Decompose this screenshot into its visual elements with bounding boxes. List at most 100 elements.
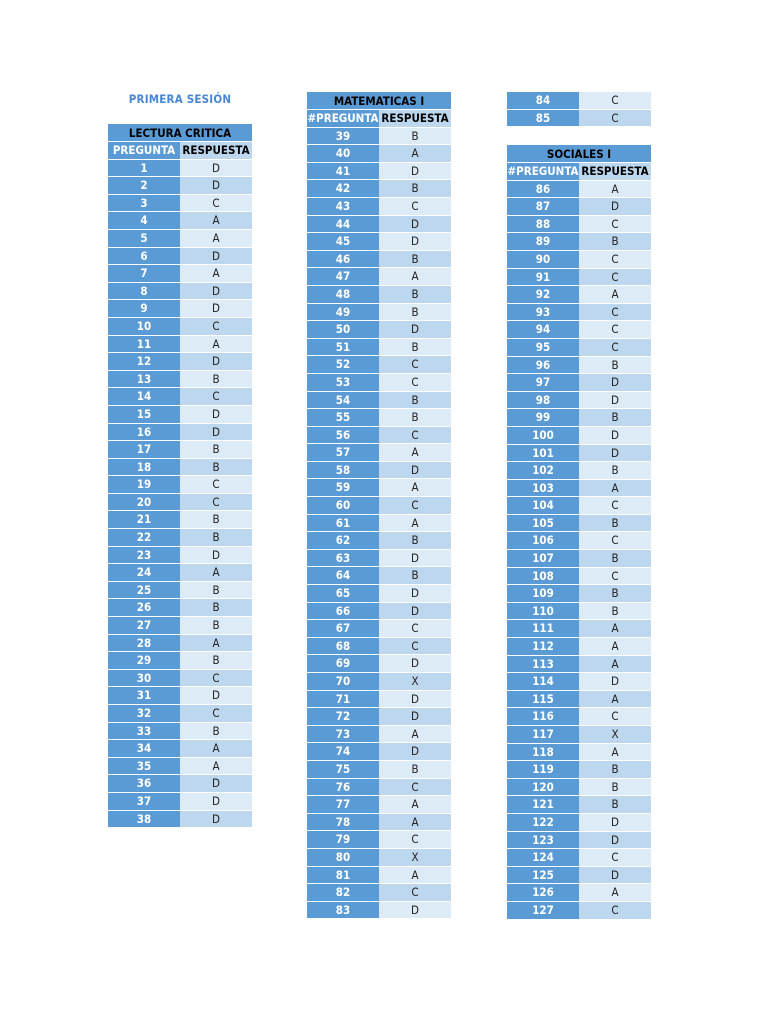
- question-number: 96: [507, 356, 579, 375]
- table-row: 77 A: [307, 796, 451, 814]
- answer-letter: C: [180, 194, 252, 213]
- header-row: PREGUNTA RESPUESTA: [108, 142, 252, 160]
- answer-letter: B: [579, 550, 651, 568]
- table-row: 83 D: [307, 901, 451, 920]
- table-row: 60 C: [307, 497, 451, 515]
- table-row: 127 C: [507, 901, 651, 920]
- question-number: 71: [307, 690, 379, 709]
- answer-letter: D: [180, 810, 252, 829]
- question-number: 60: [307, 497, 379, 515]
- table-row: 65 D: [307, 585, 451, 603]
- table-row: 108 C: [507, 567, 651, 586]
- table-row: 36 D: [108, 775, 252, 793]
- answer-letter: C: [579, 338, 651, 357]
- table-title: MATEMATICAS I: [307, 92, 451, 110]
- answer-letter: D: [379, 215, 451, 234]
- table-row: 125 D: [507, 866, 651, 885]
- question-number: 63: [307, 549, 379, 568]
- answer-letter: C: [379, 637, 451, 656]
- question-number: 18: [108, 458, 180, 477]
- question-number: 127: [507, 901, 579, 920]
- question-number: 92: [507, 286, 579, 304]
- question-number: 50: [307, 321, 379, 339]
- answer-letter: A: [579, 479, 651, 498]
- table-row: 15 D: [108, 405, 252, 424]
- answer-letter: D: [379, 585, 451, 603]
- table-row: 79 C: [307, 831, 451, 849]
- answer-letter: B: [180, 370, 252, 389]
- table-row: 84 C: [507, 92, 651, 110]
- answer-letter: B: [379, 285, 451, 304]
- table-row: 13 B: [108, 370, 252, 389]
- question-number: 68: [307, 637, 379, 656]
- answer-letter: D: [379, 743, 451, 761]
- table-row: 59 A: [307, 479, 451, 498]
- answer-letter: X: [379, 848, 451, 867]
- question-number: 51: [307, 338, 379, 357]
- question-number: 123: [507, 831, 579, 850]
- question-number: 34: [108, 740, 180, 758]
- answer-letter: A: [579, 884, 651, 902]
- question-number: 65: [307, 585, 379, 603]
- answer-letter: C: [379, 426, 451, 445]
- column-header-respuesta: RESPUESTA: [379, 110, 451, 128]
- answer-letter: B: [579, 462, 651, 480]
- answer-letter: A: [579, 180, 651, 199]
- question-number: 99: [507, 409, 579, 427]
- question-number: 8: [108, 282, 180, 301]
- answer-letter: D: [180, 775, 252, 793]
- answer-letter: D: [180, 792, 252, 811]
- question-number: 1: [108, 159, 180, 178]
- question-number: 103: [507, 479, 579, 498]
- question-number: 43: [307, 197, 379, 216]
- table-row: 88 C: [507, 215, 651, 234]
- answer-letter: D: [579, 374, 651, 392]
- answer-letter: A: [180, 757, 252, 776]
- session-title: PRIMERA SESIÓN: [128, 92, 232, 106]
- table-row: 24 A: [108, 564, 252, 582]
- question-number: 52: [307, 356, 379, 374]
- table-row: 70 X: [307, 673, 451, 691]
- table-row: 45 D: [307, 233, 451, 251]
- answer-letter: B: [579, 761, 651, 779]
- answer-letter: D: [180, 300, 252, 318]
- table-row: 31 D: [108, 687, 252, 705]
- question-number: 72: [307, 708, 379, 726]
- answer-letter: B: [180, 529, 252, 547]
- question-number: 2: [108, 177, 180, 195]
- column-header-pregunta: #PREGUNTA: [507, 163, 579, 181]
- question-number: 45: [307, 233, 379, 251]
- answer-letter: A: [180, 212, 252, 230]
- question-number: 81: [307, 866, 379, 885]
- table-row: 68 C: [307, 637, 451, 656]
- table-row: 63 D: [307, 549, 451, 568]
- question-number: 54: [307, 391, 379, 410]
- answer-letter: D: [579, 198, 651, 216]
- question-number: 84: [507, 92, 579, 110]
- table-row: 17 B: [108, 441, 252, 459]
- question-number: 10: [108, 317, 180, 336]
- question-number: 21: [108, 511, 180, 530]
- table-row: 91 C: [507, 268, 651, 287]
- table-row: 42 B: [307, 180, 451, 198]
- column-header-pregunta: #PREGUNTA: [307, 110, 379, 128]
- question-number: 107: [507, 550, 579, 568]
- answer-letter: B: [180, 652, 252, 670]
- table-row: 92 A: [507, 286, 651, 304]
- table-row: 115 A: [507, 690, 651, 709]
- table-row: 12 D: [108, 353, 252, 371]
- answer-letter: B: [180, 617, 252, 635]
- table-row: 26 B: [108, 599, 252, 618]
- table-row: 93 C: [507, 303, 651, 322]
- table-row: 105 B: [507, 514, 651, 533]
- question-number: 126: [507, 884, 579, 902]
- answer-letter: B: [579, 409, 651, 427]
- answer-letter: A: [379, 268, 451, 286]
- answer-letter: C: [379, 373, 451, 392]
- answer-letter: B: [379, 567, 451, 586]
- question-number: 104: [507, 497, 579, 515]
- answer-letter: A: [579, 655, 651, 674]
- answer-letter: D: [180, 423, 252, 442]
